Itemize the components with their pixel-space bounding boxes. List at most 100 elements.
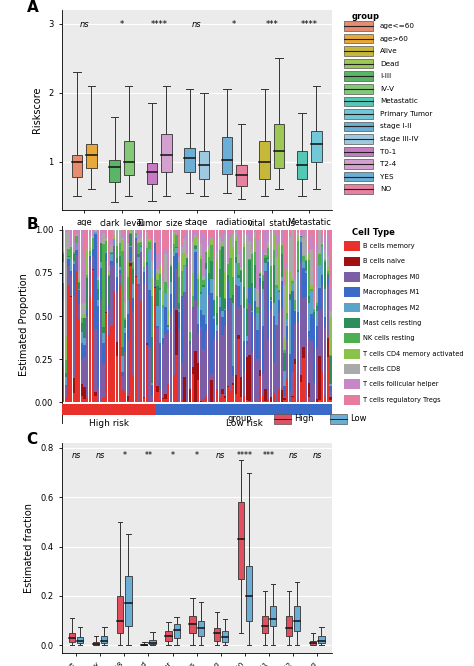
Text: *: *	[232, 20, 237, 29]
Bar	[167, 230, 170, 252]
Bar	[97, 289, 99, 300]
Bar	[162, 273, 164, 282]
Bar	[140, 246, 143, 247]
Bar	[297, 270, 299, 272]
Bar	[243, 372, 245, 396]
Bar	[281, 390, 283, 402]
Text: ns: ns	[216, 451, 226, 460]
Bar	[251, 249, 253, 253]
Bar	[137, 284, 140, 286]
Bar	[292, 291, 294, 372]
Bar	[162, 282, 164, 291]
Bar	[67, 230, 70, 249]
Bar	[221, 230, 224, 234]
Bar	[329, 317, 332, 355]
Bar	[105, 230, 107, 238]
Bar	[156, 386, 159, 392]
Bar	[97, 280, 99, 289]
Bar	[161, 134, 172, 172]
Bar	[137, 242, 140, 243]
Bar	[240, 306, 242, 376]
Bar	[248, 288, 251, 303]
Bar	[344, 59, 373, 69]
Text: ns: ns	[313, 451, 322, 460]
Bar	[229, 233, 232, 238]
Bar	[286, 264, 288, 269]
X-axis label: variables: variables	[174, 232, 219, 242]
Bar	[213, 316, 215, 318]
Bar	[75, 234, 78, 236]
Bar	[91, 236, 94, 238]
Bar	[237, 307, 240, 335]
Bar	[62, 404, 156, 415]
Bar	[254, 265, 256, 288]
Bar	[237, 339, 240, 402]
Bar	[121, 232, 124, 238]
Bar	[181, 271, 183, 296]
Bar	[162, 344, 164, 398]
Bar	[235, 241, 237, 256]
Bar	[162, 338, 164, 344]
Bar	[292, 283, 294, 291]
Bar	[110, 254, 113, 260]
Bar	[140, 238, 143, 242]
Bar	[267, 246, 269, 248]
Bar	[286, 230, 288, 264]
Bar	[94, 392, 97, 396]
Text: Mast cells resting: Mast cells resting	[363, 320, 421, 326]
Bar	[105, 260, 107, 312]
Bar	[289, 354, 291, 391]
Bar	[132, 284, 134, 298]
Bar	[73, 238, 75, 250]
Bar	[127, 244, 129, 261]
Bar	[175, 310, 178, 355]
Bar	[135, 231, 137, 233]
Bar	[281, 245, 283, 254]
Bar	[221, 242, 224, 246]
Bar	[121, 240, 124, 251]
Bar	[124, 232, 126, 302]
Bar	[83, 400, 86, 402]
Bar	[116, 230, 118, 244]
Bar	[319, 254, 321, 265]
Bar	[210, 230, 213, 238]
Bar	[237, 274, 240, 278]
Bar	[246, 297, 248, 299]
Bar	[94, 232, 97, 234]
Bar	[256, 330, 259, 359]
Bar	[202, 233, 205, 276]
Bar	[194, 237, 197, 245]
Bar	[167, 328, 170, 330]
Bar	[200, 256, 202, 259]
Bar	[189, 232, 191, 330]
Bar	[344, 84, 373, 93]
Bar	[229, 230, 232, 233]
Bar	[313, 309, 315, 312]
Bar	[222, 137, 232, 174]
Bar	[273, 233, 275, 250]
Bar	[94, 396, 97, 402]
Bar	[173, 232, 175, 233]
Bar	[205, 324, 207, 331]
Bar	[129, 246, 132, 260]
Bar	[140, 242, 143, 246]
Text: B cells memory: B cells memory	[363, 243, 414, 249]
Text: stage III-IV: stage III-IV	[380, 136, 418, 142]
Bar	[194, 230, 197, 234]
Bar	[321, 230, 323, 235]
Bar	[190, 616, 196, 633]
Bar	[156, 306, 159, 326]
Bar	[83, 345, 86, 357]
Bar	[275, 231, 278, 257]
Bar	[113, 291, 116, 402]
Bar	[129, 262, 132, 266]
Text: High risk: High risk	[89, 419, 129, 428]
Bar	[202, 315, 205, 349]
Bar	[246, 566, 252, 621]
Bar	[273, 265, 275, 303]
Bar	[264, 389, 267, 401]
Bar	[246, 336, 248, 341]
Bar	[302, 268, 305, 298]
Bar	[132, 298, 134, 311]
Bar	[64, 360, 67, 372]
